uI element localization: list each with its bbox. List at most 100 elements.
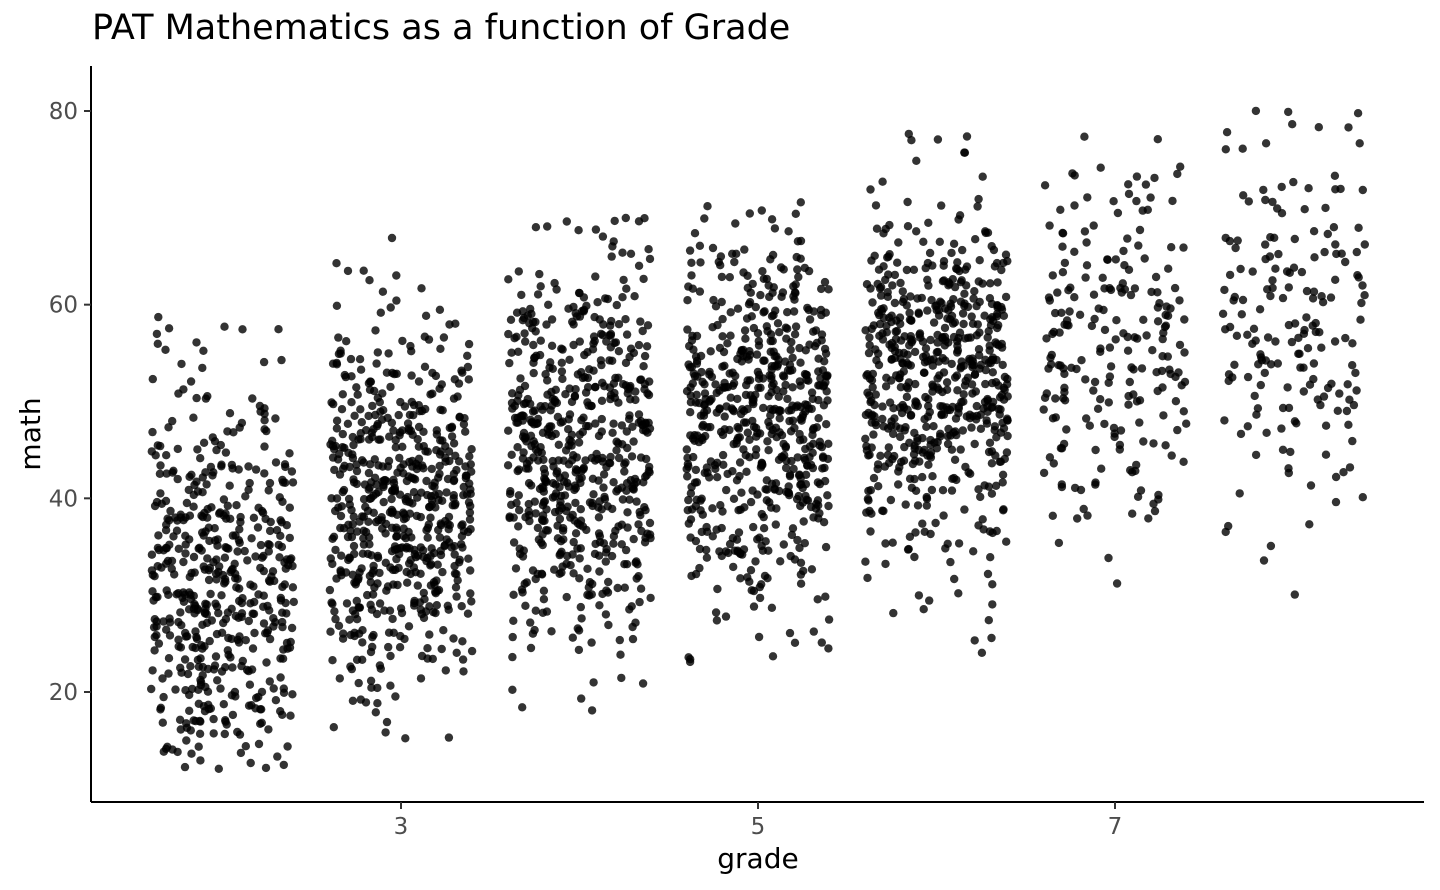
data-point <box>740 503 749 512</box>
data-point <box>933 437 942 447</box>
data-point <box>584 422 593 431</box>
data-point <box>794 272 803 282</box>
data-point <box>376 435 385 444</box>
data-point <box>702 463 712 472</box>
data-point <box>871 390 880 399</box>
data-point <box>896 383 906 392</box>
data-point <box>609 478 618 487</box>
data-point <box>413 581 422 590</box>
data-point <box>259 591 268 600</box>
data-point <box>1083 193 1092 202</box>
data-point <box>887 376 896 385</box>
data-point <box>277 355 286 365</box>
data-point <box>425 602 434 611</box>
data-point <box>552 285 561 294</box>
data-point <box>771 520 780 529</box>
data-point <box>521 337 530 346</box>
data-point <box>920 527 929 536</box>
data-point <box>520 381 530 391</box>
data-point <box>899 456 909 465</box>
data-point <box>401 534 410 543</box>
data-point <box>645 254 655 264</box>
data-point <box>589 332 599 341</box>
data-point <box>906 411 916 420</box>
data-point <box>875 319 885 329</box>
data-point <box>698 435 707 445</box>
data-point <box>764 446 773 455</box>
data-point <box>154 531 163 540</box>
data-point <box>1294 349 1303 358</box>
data-point <box>162 544 171 553</box>
data-point <box>634 520 643 529</box>
data-point <box>1266 291 1275 301</box>
data-point <box>635 507 644 517</box>
data-point <box>1358 281 1367 290</box>
data-point <box>558 562 567 571</box>
data-point <box>201 468 210 477</box>
data-point <box>519 313 529 323</box>
data-point <box>997 339 1006 349</box>
data-point <box>643 389 652 398</box>
data-point <box>975 351 984 360</box>
data-point <box>1266 360 1276 369</box>
data-point <box>686 408 695 417</box>
data-point <box>331 545 340 555</box>
data-point <box>905 474 915 483</box>
data-point <box>621 315 630 324</box>
data-point <box>361 527 371 537</box>
data-point <box>535 269 544 279</box>
data-point <box>876 291 886 300</box>
data-point <box>1180 315 1189 324</box>
data-point <box>397 608 407 618</box>
data-point <box>976 424 986 433</box>
data-point <box>904 129 913 139</box>
data-point <box>520 329 529 338</box>
data-point <box>395 643 405 652</box>
data-point <box>1308 321 1317 330</box>
data-point <box>962 262 972 271</box>
data-point <box>691 465 701 475</box>
data-point <box>1321 421 1331 430</box>
data-point <box>759 524 769 533</box>
data-point <box>1081 375 1090 384</box>
data-point <box>177 359 186 369</box>
data-point <box>233 727 242 737</box>
data-point <box>539 595 549 604</box>
data-point <box>1175 340 1185 350</box>
data-point <box>954 408 963 418</box>
data-point <box>458 368 467 377</box>
data-point <box>253 523 263 532</box>
data-point <box>392 532 401 541</box>
data-point <box>1299 329 1309 338</box>
data-point <box>817 284 826 294</box>
data-point <box>929 422 938 431</box>
data-point <box>618 495 628 504</box>
data-point <box>884 270 893 279</box>
data-point <box>921 392 930 402</box>
data-point <box>824 644 833 653</box>
data-point <box>536 282 545 291</box>
data-point <box>552 469 561 478</box>
data-point <box>574 438 584 447</box>
data-point <box>1263 333 1273 342</box>
data-point <box>335 674 344 683</box>
data-point <box>386 303 395 312</box>
data-point <box>279 760 288 770</box>
data-point <box>381 558 390 567</box>
data-point <box>959 390 968 399</box>
data-point <box>793 265 802 274</box>
data-point <box>510 401 519 411</box>
data-point <box>217 591 226 600</box>
data-point <box>1277 424 1286 433</box>
data-point <box>367 428 376 437</box>
data-point <box>278 622 287 632</box>
data-point <box>576 602 585 612</box>
data-point <box>787 337 796 347</box>
data-point <box>583 590 592 600</box>
data-point <box>604 577 613 587</box>
data-point <box>282 555 292 564</box>
data-point <box>405 410 415 420</box>
data-point <box>1143 205 1153 214</box>
data-point <box>814 501 823 510</box>
